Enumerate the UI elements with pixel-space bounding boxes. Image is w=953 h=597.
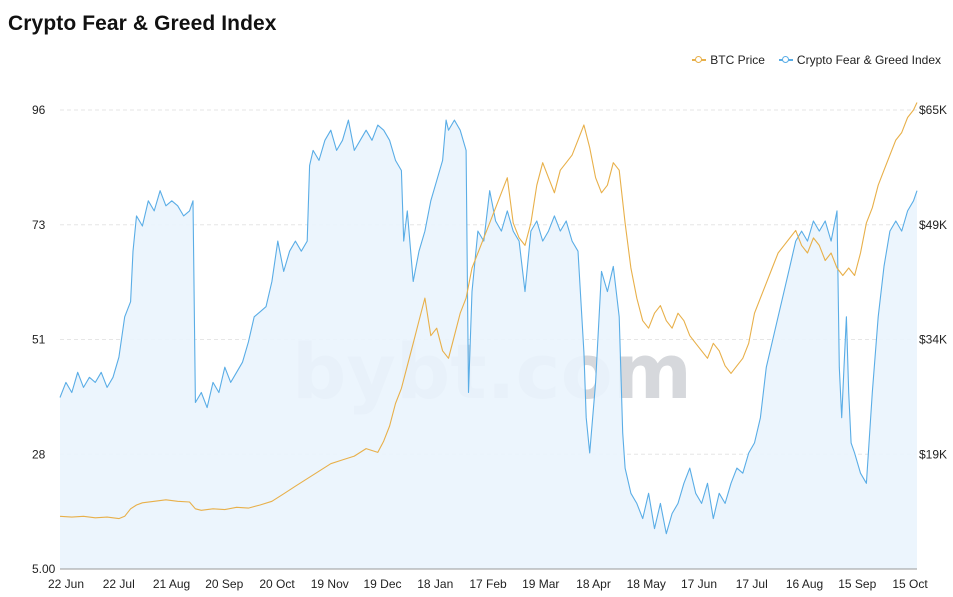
series-layer — [59, 102, 918, 569]
btc-price-line — [59, 102, 918, 520]
x-tick-label: 21 Aug — [153, 577, 190, 591]
x-tick-label: 18 Jan — [417, 577, 453, 591]
x-tick-label: 19 Nov — [311, 577, 349, 591]
x-tick-label: 16 Aug — [786, 577, 823, 591]
y-right-tick-label: $34K — [919, 333, 947, 347]
x-tick-label: 19 Dec — [363, 577, 401, 591]
x-tick-label: 17 Jul — [736, 577, 768, 591]
legend-swatch-fear-greed — [778, 55, 793, 65]
x-tick-label: 15 Sep — [838, 577, 876, 591]
x-tick-label: 22 Jun — [48, 577, 84, 591]
y-left-tick-label: 96 — [32, 103, 46, 117]
y-right-tick-label: $19K — [919, 447, 947, 461]
legend-swatch-btc-price — [692, 55, 707, 65]
legend-item-fear-greed[interactable]: Crypto Fear & Greed Index — [778, 53, 941, 67]
x-tick-label: 20 Sep — [205, 577, 243, 591]
legend-label-btc-price: BTC Price — [710, 53, 765, 67]
x-tick-label: 19 Mar — [522, 577, 559, 591]
x-tick-label: 18 Apr — [576, 577, 611, 591]
chart-legend: BTC Price Crypto Fear & Greed Index — [692, 53, 941, 67]
y-left-tick-label: 28 — [32, 447, 46, 461]
fear-greed-line — [59, 119, 918, 535]
axes: 5.00 28 51 73 96 $19K $34K $49K $65K 22 Jun 22 Jul… — [32, 103, 947, 591]
x-tick-label: 20 Oct — [259, 577, 295, 591]
legend-item-btc-price[interactable]: BTC Price — [692, 53, 765, 67]
x-tick-label: 22 Jul — [103, 577, 135, 591]
x-tick-label: 18 May — [627, 577, 666, 591]
fear-greed-area — [60, 120, 917, 569]
y-right-tick-label: $65K — [919, 103, 947, 117]
x-tick-label: 15 Oct — [892, 577, 928, 591]
y-left-tick-label: 73 — [32, 218, 46, 232]
y-right-tick-label: $49K — [919, 218, 947, 232]
y-left-tick-label: 5.00 — [32, 562, 56, 576]
chart-title: Crypto Fear & Greed Index — [8, 12, 277, 35]
y-left-tick-label: 51 — [32, 333, 46, 347]
x-tick-label: 17 Jun — [681, 577, 717, 591]
x-tick-label: 17 Feb — [469, 577, 507, 591]
legend-label-fear-greed: Crypto Fear & Greed Index — [796, 53, 941, 67]
